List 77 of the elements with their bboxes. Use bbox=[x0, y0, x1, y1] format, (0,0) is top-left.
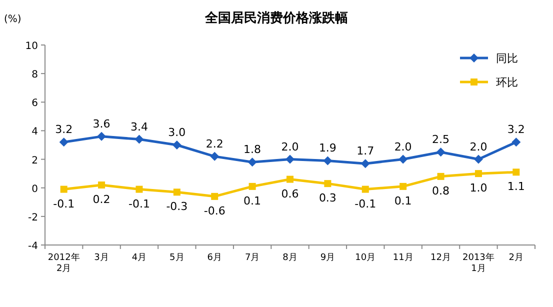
point bbox=[136, 186, 143, 193]
y-tick-label: 6 bbox=[32, 98, 38, 110]
data-label: 3.2 bbox=[507, 123, 525, 136]
data-label: 2.2 bbox=[206, 137, 224, 150]
x-tick-label: 6月 bbox=[207, 253, 222, 263]
chart-title: 全国居民消费价格涨跌幅 bbox=[204, 11, 348, 26]
data-label: 3.6 bbox=[92, 117, 110, 130]
point bbox=[60, 186, 68, 193]
point bbox=[474, 154, 483, 164]
data-label: 2.0 bbox=[470, 140, 488, 154]
point bbox=[324, 180, 332, 188]
point bbox=[436, 148, 446, 157]
x-tick-label: 2013年 1月 bbox=[462, 252, 494, 274]
data-label: 0.2 bbox=[92, 193, 110, 206]
data-label: 2.0 bbox=[394, 140, 412, 154]
x-tick-label: 5月 bbox=[170, 253, 184, 263]
y-axis-title: (%) bbox=[4, 14, 22, 25]
y-tick-label: 2 bbox=[32, 155, 38, 166]
x-tick-label: 11月 bbox=[392, 253, 414, 263]
y-tick-label: 10 bbox=[25, 41, 38, 52]
data-label: 3.2 bbox=[55, 123, 73, 136]
x-tick-label: 2012年 2月 bbox=[48, 252, 80, 274]
legend-label: 环比 bbox=[496, 76, 518, 89]
y-tick-label: -4 bbox=[28, 241, 38, 252]
data-label: 3.0 bbox=[168, 126, 186, 139]
x-tick-label: 12月 bbox=[430, 253, 451, 263]
point bbox=[248, 182, 256, 190]
data-label: 1.0 bbox=[470, 182, 488, 195]
data-label: 0.8 bbox=[432, 184, 450, 198]
x-tick-label: 10月 bbox=[355, 253, 376, 263]
data-label: 0.1 bbox=[394, 194, 412, 208]
x-tick-label: 9月 bbox=[320, 253, 336, 263]
data-label: 2.5 bbox=[432, 133, 450, 146]
point bbox=[173, 188, 180, 196]
data-label: -0.1 bbox=[354, 197, 376, 210]
data-label: 1.7 bbox=[356, 144, 374, 158]
point bbox=[97, 132, 106, 141]
point bbox=[59, 138, 68, 147]
point bbox=[512, 168, 520, 176]
y-tick-label: 4 bbox=[32, 126, 38, 138]
point bbox=[98, 182, 106, 188]
y-tick-label: 0 bbox=[32, 184, 38, 195]
data-label: -0.6 bbox=[204, 204, 226, 218]
point bbox=[286, 154, 294, 164]
point bbox=[323, 156, 332, 166]
point bbox=[400, 182, 407, 190]
data-label: 0.1 bbox=[244, 194, 262, 208]
x-tick-label: 4月 bbox=[132, 253, 147, 263]
point bbox=[210, 152, 220, 161]
x-tick-label: 2月 bbox=[508, 253, 524, 263]
point bbox=[362, 186, 369, 193]
data-label: 1.9 bbox=[318, 142, 336, 155]
point bbox=[134, 134, 144, 144]
point bbox=[512, 138, 521, 147]
point bbox=[474, 170, 482, 178]
x-tick-label: 3月 bbox=[94, 253, 109, 263]
data-label: 3.4 bbox=[130, 120, 148, 134]
data-label: 0.6 bbox=[281, 187, 299, 200]
data-label: 1.8 bbox=[244, 143, 262, 156]
point bbox=[437, 172, 444, 180]
x-tick-label: 7月 bbox=[244, 253, 260, 263]
data-label: 2.0 bbox=[281, 140, 299, 154]
data-label: 1.1 bbox=[507, 180, 525, 194]
y-tick-label: 8 bbox=[32, 70, 38, 81]
point bbox=[248, 158, 257, 167]
y-tick-label: -2 bbox=[28, 212, 38, 224]
legend-label: 同比 bbox=[496, 52, 518, 65]
data-label: -0.3 bbox=[166, 200, 188, 214]
point bbox=[286, 176, 294, 183]
point bbox=[398, 154, 408, 164]
data-label: -0.1 bbox=[53, 197, 75, 210]
data-label: -0.1 bbox=[128, 197, 150, 210]
point bbox=[172, 140, 182, 150]
point bbox=[360, 159, 370, 168]
x-tick-label: 8月 bbox=[282, 253, 298, 263]
point bbox=[211, 192, 218, 200]
data-label: 0.3 bbox=[318, 192, 336, 205]
